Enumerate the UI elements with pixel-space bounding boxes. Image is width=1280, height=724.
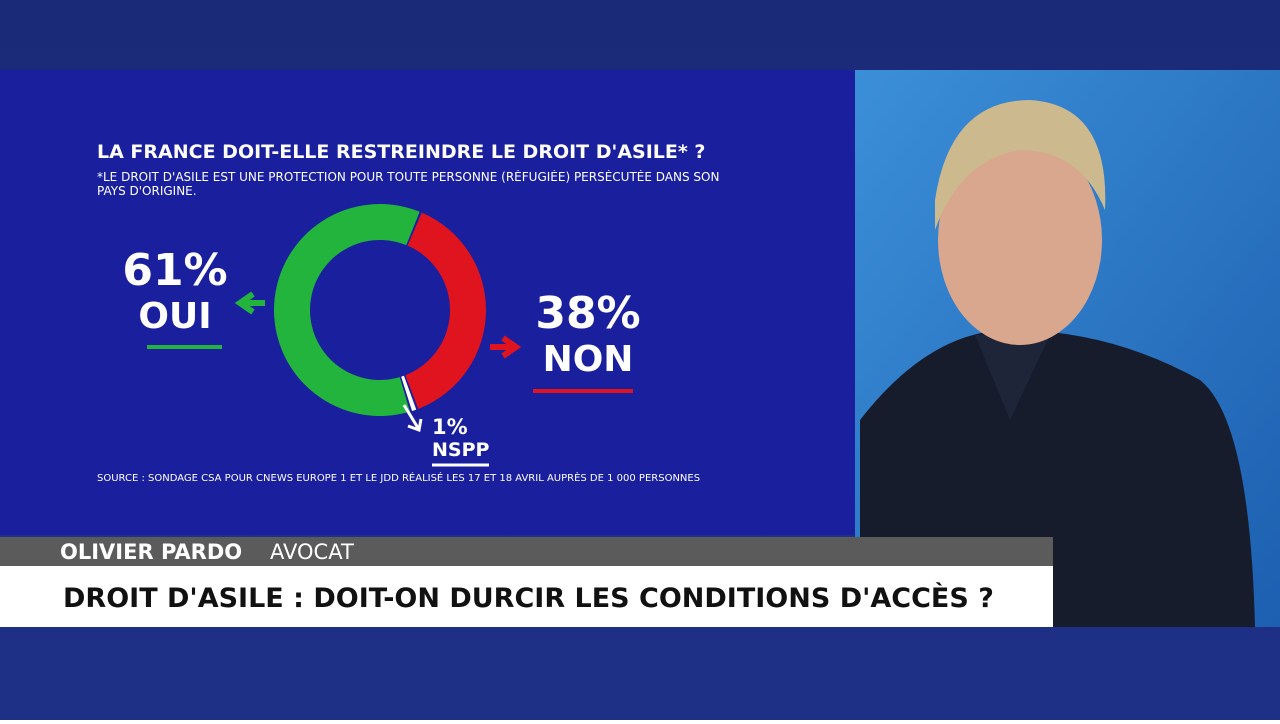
headline-bar (0, 566, 1053, 627)
category-label: OUI (138, 296, 211, 337)
speaker-role: AVOCAT (270, 540, 354, 564)
chart-panel (0, 70, 855, 535)
arrows (234, 291, 522, 433)
donut (274, 204, 487, 416)
value-label: 1% (432, 415, 468, 439)
category-label: NON (543, 339, 634, 380)
name-bar (0, 537, 1053, 566)
donut-segment (405, 212, 487, 409)
subtitle-box: *LE DROIT D'ASILE EST UNE PROTECTION POU… (97, 170, 720, 198)
value-label: 61% (122, 245, 227, 296)
bottom-band (0, 627, 1280, 720)
chart-title: LA FRANCE DOIT-ELLE RESTREINDRE LE DROIT… (97, 141, 705, 163)
speaker-name: OLIVIER PARDO (60, 540, 242, 564)
chart-subtitle: *LE DROIT D'ASILE EST UNE PROTECTION POU… (97, 170, 720, 198)
category-label: NSPP (432, 439, 490, 461)
donut-segment (274, 204, 420, 416)
value-label: 38% (535, 288, 640, 339)
donut-segment (401, 375, 417, 412)
headline: DROIT D'ASILE : DOIT-ON DURCIR LES CONDI… (63, 582, 994, 614)
chart-source: SOURCE : SONDAGE CSA POUR CNEWS EUROPE 1… (97, 471, 700, 484)
